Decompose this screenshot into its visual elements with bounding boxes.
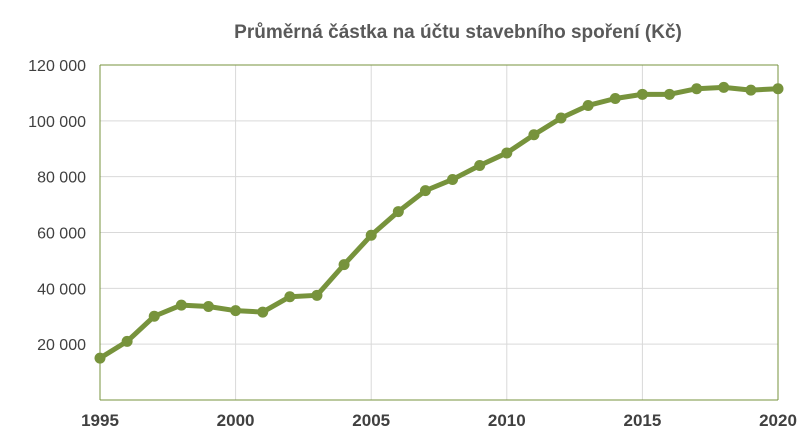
x-tick-label: 2005 xyxy=(352,411,390,430)
data-point xyxy=(94,352,106,364)
series-group xyxy=(94,81,784,364)
data-point xyxy=(528,129,540,141)
axes xyxy=(99,64,779,401)
y-tick-label: 40 000 xyxy=(37,281,86,298)
data-point xyxy=(338,259,350,271)
data-point xyxy=(745,84,757,96)
data-point xyxy=(555,112,567,124)
data-point xyxy=(202,300,214,312)
data-point xyxy=(392,206,404,218)
data-point xyxy=(501,147,513,159)
gridlines xyxy=(100,64,779,400)
chart-title: Průměrná částka na účtu stavebního spoře… xyxy=(234,22,682,43)
data-point xyxy=(718,81,730,93)
x-tick-label: 2020 xyxy=(759,411,797,430)
data-point xyxy=(609,93,621,104)
data-point xyxy=(230,305,242,317)
series-line xyxy=(97,84,781,361)
y-tick-labels: 20 000 40 000 60 000 80 000 100 000 120 000 xyxy=(28,58,86,354)
data-point xyxy=(365,229,377,241)
data-point xyxy=(447,173,459,185)
y-tick-label: 60 000 xyxy=(37,226,86,243)
y-tick-label: 80 000 xyxy=(37,170,86,187)
x-tick-labels: 1995 2000 2005 2010 2015 2020 xyxy=(81,411,797,430)
x-tick-label: 2015 xyxy=(623,411,661,430)
data-point xyxy=(691,83,703,95)
y-tick-label: 120 000 xyxy=(28,58,86,75)
data-point xyxy=(419,185,431,197)
data-point xyxy=(474,160,486,171)
data-point xyxy=(664,88,676,100)
x-tick-label: 1995 xyxy=(81,411,119,430)
data-point xyxy=(311,289,323,301)
data-point xyxy=(148,310,160,322)
y-tick-label: 20 000 xyxy=(37,337,86,354)
data-point xyxy=(772,83,784,95)
data-point xyxy=(582,99,594,111)
data-point xyxy=(257,306,269,318)
y-tick-label: 100 000 xyxy=(28,114,86,131)
data-point xyxy=(636,88,648,100)
data-point xyxy=(284,291,296,303)
data-point xyxy=(175,299,187,311)
data-point xyxy=(121,335,133,347)
x-tick-label: 2010 xyxy=(488,411,526,430)
x-tick-label: 2000 xyxy=(217,411,255,430)
